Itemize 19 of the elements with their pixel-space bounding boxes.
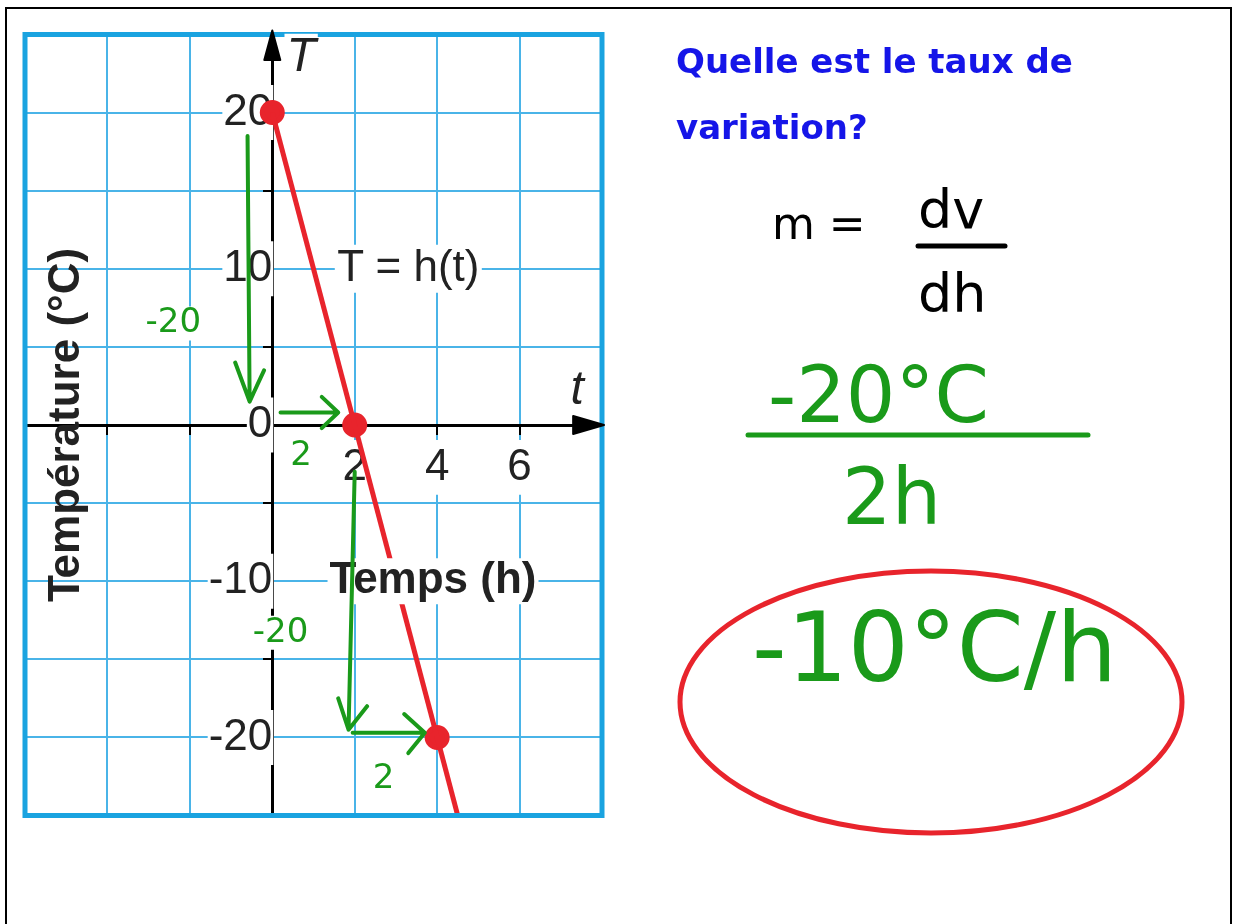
y-tick-label: -20 xyxy=(208,709,273,759)
text: -20°C xyxy=(768,350,989,440)
x-tick-label: 6 xyxy=(507,439,532,489)
annotation: T = h(t) xyxy=(337,240,480,290)
x-tick-label: 4 xyxy=(424,439,450,489)
text: m = xyxy=(772,198,866,249)
annotation: t xyxy=(570,360,586,414)
y-axis-title: Température (°C) xyxy=(39,247,89,603)
annotation: 2 xyxy=(372,756,395,797)
annotation: T xyxy=(286,28,320,82)
y-tick-label: 0 xyxy=(247,397,273,447)
text: 2h xyxy=(842,452,942,542)
annotation: -20 xyxy=(252,609,309,650)
text: Quelle est le taux de variation? xyxy=(676,40,1074,149)
text: dh xyxy=(918,262,987,325)
annotation: -20 xyxy=(145,300,202,341)
text: -10°C/h xyxy=(752,592,1118,704)
y-tick-label: -10 xyxy=(208,553,273,603)
text: dv xyxy=(918,178,985,241)
